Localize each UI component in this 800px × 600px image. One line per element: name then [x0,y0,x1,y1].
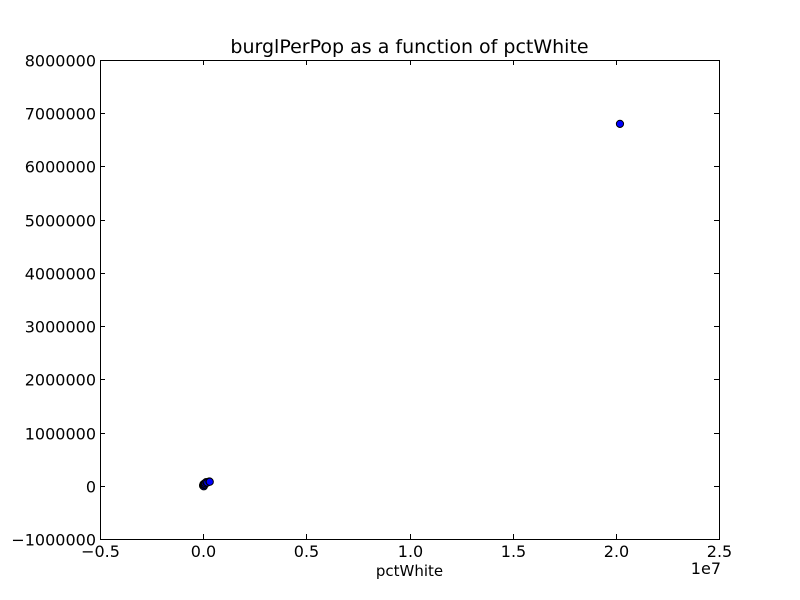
y-tick-label: 3000000 [25,318,96,337]
x-tick-label: 1.5 [501,542,526,561]
y-tick-label: 7000000 [25,105,96,124]
y-tick-label: 5000000 [25,212,96,231]
data-points [199,119,625,491]
x-tick-label: −0.5 [81,542,120,561]
y-tick-label: 4000000 [25,265,96,284]
plot-frame [100,60,720,540]
x-tick-label: 1.0 [398,542,423,561]
x-tick-label: 0.0 [191,542,216,561]
y-tick-label: 8000000 [25,52,96,71]
y-tick-label: −1000000 [11,531,96,550]
y-tick-label: 0 [86,478,96,497]
scatter-point [205,477,214,486]
y-tick-label: 1000000 [25,425,96,444]
y-tick-label: 2000000 [25,371,96,390]
x-tick-label: 2.5 [707,542,732,561]
chart-title: burglPerPop as a function of pctWhite [230,36,588,58]
x-tick-label: 0.5 [294,542,319,561]
x-axis-label: pctWhite [376,562,443,580]
x-tick-label: 2.0 [604,542,629,561]
y-tick-label: 6000000 [25,158,96,177]
x-axis-offset-label: 1e7 [691,559,721,578]
y-axis: −1000000 0 1000000 2000000 3000000 4000000 500… [11,52,719,550]
scatter-point [615,119,625,128]
x-axis: −0.5 0.0 0.5 1.0 1.5 2.0 2.5 [81,60,732,561]
plot-area [100,60,719,539]
